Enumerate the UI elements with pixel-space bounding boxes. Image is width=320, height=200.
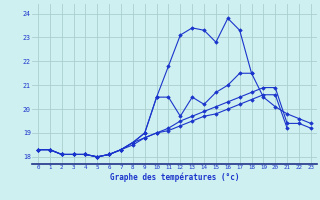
X-axis label: Graphe des températures (°c): Graphe des températures (°c) — [110, 172, 239, 182]
